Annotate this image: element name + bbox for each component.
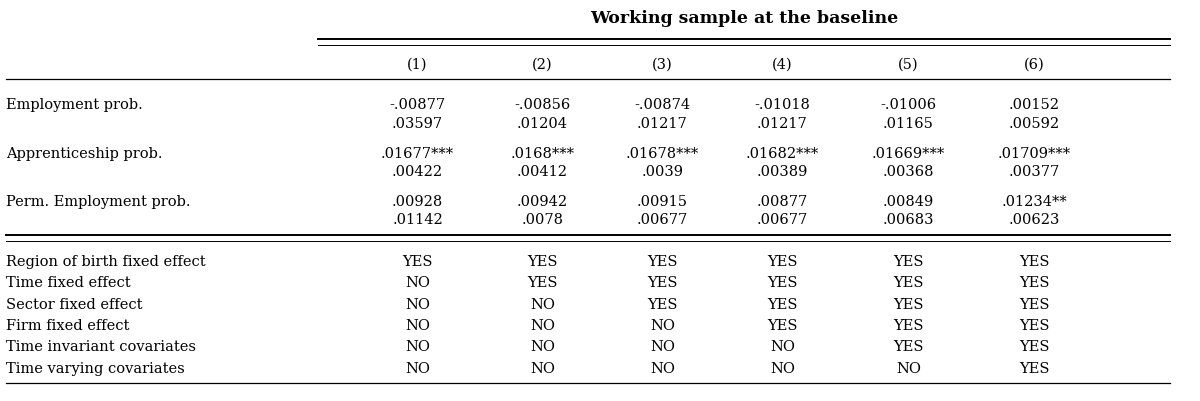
- Text: NO: NO: [650, 318, 674, 332]
- Text: .00942: .00942: [517, 194, 568, 208]
- Text: YES: YES: [767, 276, 798, 290]
- Text: NO: NO: [406, 276, 430, 290]
- Text: YES: YES: [1019, 276, 1050, 290]
- Text: NO: NO: [406, 340, 430, 353]
- Text: Firm fixed effect: Firm fixed effect: [6, 318, 130, 332]
- Text: .00928: .00928: [392, 194, 443, 208]
- Text: NO: NO: [406, 361, 430, 375]
- Text: Sector fixed effect: Sector fixed effect: [6, 297, 143, 311]
- Text: .00592: .00592: [1009, 117, 1060, 130]
- Text: NO: NO: [650, 361, 674, 375]
- Text: Region of birth fixed effect: Region of birth fixed effect: [6, 255, 205, 268]
- Text: YES: YES: [893, 297, 924, 311]
- Text: YES: YES: [893, 318, 924, 332]
- Text: .01709***: .01709***: [998, 146, 1070, 160]
- Text: NO: NO: [530, 361, 554, 375]
- Text: -.00856: -.00856: [515, 98, 570, 112]
- Text: NO: NO: [406, 297, 430, 311]
- Text: (1): (1): [407, 58, 428, 72]
- Text: YES: YES: [1019, 340, 1050, 353]
- Text: (6): (6): [1024, 58, 1045, 72]
- Text: YES: YES: [647, 255, 678, 268]
- Text: .00849: .00849: [883, 194, 934, 208]
- Text: .01217: .01217: [757, 117, 808, 130]
- Text: .00377: .00377: [1009, 165, 1060, 178]
- Text: .01682***: .01682***: [745, 146, 820, 160]
- Text: .01204: .01204: [517, 117, 568, 130]
- Text: .0168***: .0168***: [510, 146, 575, 160]
- Text: Apprenticeship prob.: Apprenticeship prob.: [6, 146, 162, 160]
- Text: Time fixed effect: Time fixed effect: [6, 276, 131, 290]
- Text: YES: YES: [893, 340, 924, 353]
- Text: NO: NO: [530, 318, 554, 332]
- Text: YES: YES: [527, 255, 558, 268]
- Text: .00677: .00677: [757, 213, 808, 227]
- Text: YES: YES: [767, 318, 798, 332]
- Text: .00368: .00368: [883, 165, 934, 178]
- Text: YES: YES: [1019, 255, 1050, 268]
- Text: NO: NO: [770, 340, 794, 353]
- Text: .01142: .01142: [392, 213, 443, 227]
- Text: YES: YES: [647, 276, 678, 290]
- Text: YES: YES: [647, 297, 678, 311]
- Text: .01217: .01217: [637, 117, 688, 130]
- Text: .01678***: .01678***: [625, 146, 700, 160]
- Text: -.00874: -.00874: [635, 98, 690, 112]
- Text: NO: NO: [406, 318, 430, 332]
- Text: YES: YES: [527, 276, 558, 290]
- Text: .00422: .00422: [392, 165, 443, 178]
- Text: .00915: .00915: [637, 194, 688, 208]
- Text: .03597: .03597: [392, 117, 443, 130]
- Text: (3): (3): [652, 58, 673, 72]
- Text: Time invariant covariates: Time invariant covariates: [6, 340, 196, 353]
- Text: .00412: .00412: [517, 165, 568, 178]
- Text: NO: NO: [650, 340, 674, 353]
- Text: -.01006: -.01006: [881, 98, 936, 112]
- Text: YES: YES: [767, 255, 798, 268]
- Text: (4): (4): [772, 58, 793, 72]
- Text: (2): (2): [532, 58, 553, 72]
- Text: Working sample at the baseline: Working sample at the baseline: [590, 10, 898, 26]
- Text: NO: NO: [530, 297, 554, 311]
- Text: -.01018: -.01018: [755, 98, 810, 112]
- Text: .01234**: .01234**: [1002, 194, 1067, 208]
- Text: NO: NO: [530, 340, 554, 353]
- Text: YES: YES: [767, 297, 798, 311]
- Text: YES: YES: [893, 255, 924, 268]
- Text: .01669***: .01669***: [871, 146, 946, 160]
- Text: .00152: .00152: [1009, 98, 1060, 112]
- Text: .00683: .00683: [883, 213, 934, 227]
- Text: (5): (5): [898, 58, 919, 72]
- Text: .0039: .0039: [642, 165, 684, 178]
- Text: Perm. Employment prob.: Perm. Employment prob.: [6, 194, 191, 208]
- Text: YES: YES: [1019, 318, 1050, 332]
- Text: .00677: .00677: [637, 213, 688, 227]
- Text: .0078: .0078: [521, 213, 564, 227]
- Text: NO: NO: [770, 361, 794, 375]
- Text: YES: YES: [402, 255, 433, 268]
- Text: Employment prob.: Employment prob.: [6, 98, 143, 112]
- Text: .01165: .01165: [883, 117, 934, 130]
- Text: YES: YES: [893, 276, 924, 290]
- Text: YES: YES: [1019, 297, 1050, 311]
- Text: .00877: .00877: [757, 194, 808, 208]
- Text: .00623: .00623: [1009, 213, 1060, 227]
- Text: -.00877: -.00877: [390, 98, 445, 112]
- Text: .00389: .00389: [757, 165, 808, 178]
- Text: NO: NO: [896, 361, 920, 375]
- Text: YES: YES: [1019, 361, 1050, 375]
- Text: Time varying covariates: Time varying covariates: [6, 361, 185, 375]
- Text: .01677***: .01677***: [382, 146, 454, 160]
